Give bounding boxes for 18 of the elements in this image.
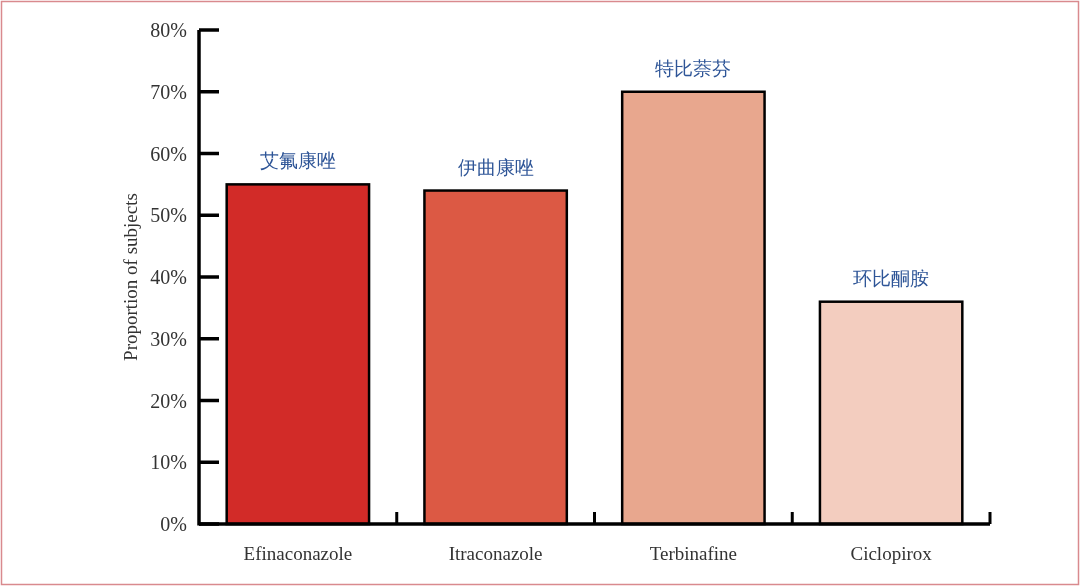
- y-tick-label: 20%: [150, 389, 187, 412]
- y-tick-label: 80%: [150, 19, 187, 41]
- annotation: 伊曲康唑: [457, 155, 534, 178]
- x-tick-label: Efinaconazole: [243, 542, 353, 564]
- annotation: 环比酮胺: [853, 266, 930, 289]
- y-tick-label: 10%: [150, 451, 187, 474]
- y-tick-label: 60%: [150, 142, 187, 165]
- annotation: 艾氟康唑: [259, 149, 336, 172]
- y-tick-label: 0%: [160, 513, 187, 535]
- x-tick-label: Ciclopirox: [850, 542, 933, 564]
- y-tick-label: 70%: [150, 80, 187, 103]
- annotation: 特比萘芬: [655, 56, 732, 79]
- x-tick-label: Terbinafine: [649, 542, 738, 564]
- y-tick-label: 50%: [150, 204, 187, 227]
- y-tick-label: 30%: [150, 327, 187, 350]
- y-tick-label: 40%: [150, 266, 187, 288]
- x-tick-label: Itraconazole: [448, 542, 543, 564]
- y-axis-title: Proportion of subjects: [119, 193, 141, 361]
